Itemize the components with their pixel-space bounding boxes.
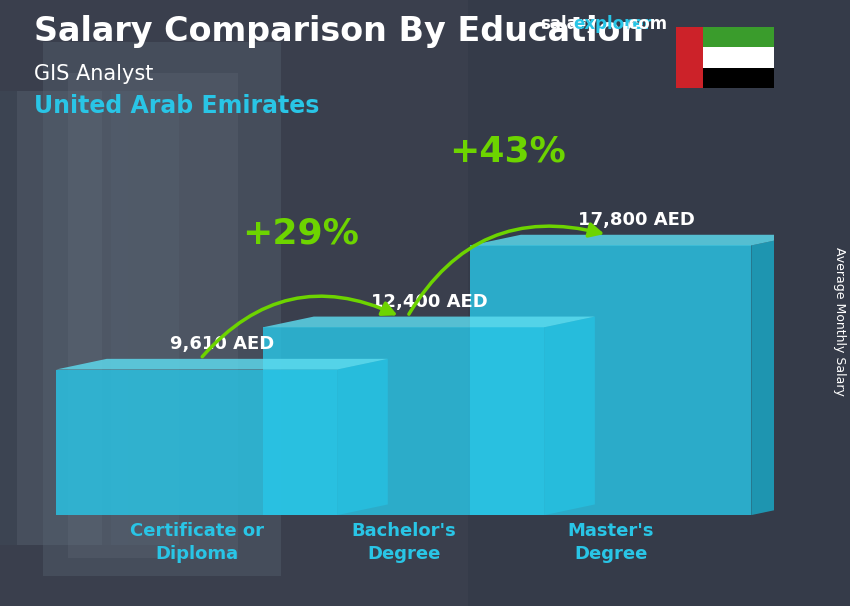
Bar	[64, 45, 786, 561]
Text: Salary Comparison By Education: Salary Comparison By Education	[34, 15, 644, 48]
Text: Certificate or
Diploma: Certificate or Diploma	[130, 522, 264, 564]
Text: explorer: explorer	[574, 15, 653, 33]
Text: Bachelor's
Degree: Bachelor's Degree	[351, 522, 456, 564]
Bar	[703, 27, 774, 47]
Polygon shape	[751, 235, 802, 515]
Text: +29%: +29%	[241, 216, 359, 251]
Polygon shape	[544, 316, 595, 515]
Text: 12,400 AED: 12,400 AED	[371, 293, 487, 310]
Bar	[264, 327, 544, 515]
Bar	[17, 91, 102, 545]
Bar	[468, 0, 850, 606]
Polygon shape	[56, 359, 388, 370]
Bar	[110, 91, 178, 545]
Bar	[676, 27, 703, 88]
Text: Average Monthly Salary: Average Monthly Salary	[833, 247, 846, 396]
Text: United Arab Emirates: United Arab Emirates	[34, 94, 320, 118]
Bar	[703, 47, 774, 68]
Bar	[0, 91, 128, 545]
Polygon shape	[337, 359, 388, 515]
Text: salary: salary	[540, 15, 597, 33]
Bar	[470, 245, 751, 515]
Bar	[56, 370, 337, 515]
Bar	[703, 68, 774, 88]
Bar	[42, 42, 280, 576]
Polygon shape	[264, 316, 595, 327]
Text: 9,610 AED: 9,610 AED	[170, 335, 274, 353]
Polygon shape	[470, 235, 802, 245]
Text: .com: .com	[622, 15, 667, 33]
Text: GIS Analyst: GIS Analyst	[34, 64, 153, 84]
Bar	[68, 73, 238, 558]
Text: Master's
Degree: Master's Degree	[568, 522, 654, 564]
Text: 17,800 AED: 17,800 AED	[578, 211, 694, 228]
Text: +43%: +43%	[449, 135, 565, 168]
